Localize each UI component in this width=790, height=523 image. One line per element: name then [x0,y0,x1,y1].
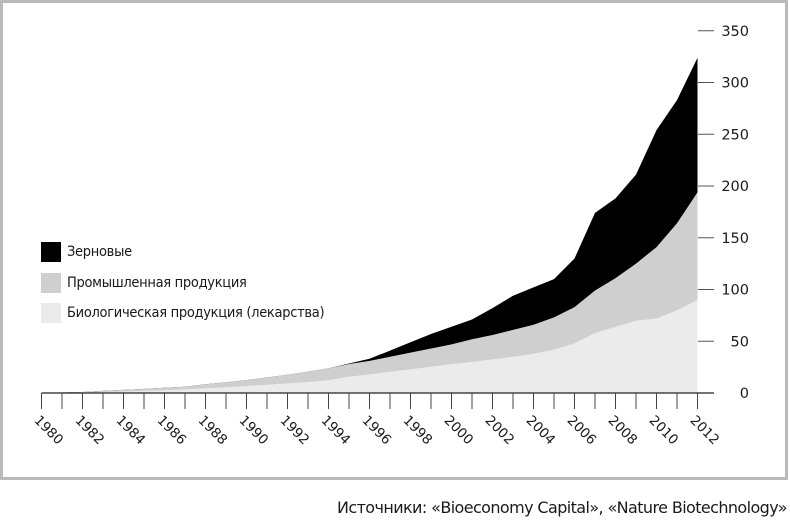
y-tick-label: 350 [721,24,749,40]
x-tick-label: 2004 [523,413,559,449]
x-tick-label: 2006 [564,413,600,449]
y-tick-label: 150 [721,231,749,247]
legend-label-biological: Биологическая продукция (лекарства) [67,305,325,321]
legend-swatch-biological [41,303,61,323]
legend-label-industrial: Промышленная продукция [67,275,247,291]
area-industrial [41,192,698,393]
x-tick-label: 1994 [318,413,354,449]
y-tick-label: 300 [721,76,749,92]
legend-swatch-grain [41,242,61,262]
area-series-group [41,57,698,393]
source-caption: Источники: «Bioeconomy Capital», «Nature… [337,498,788,517]
y-tick-label: 200 [721,179,749,195]
y-axis: 0 50 100 150 200 250 300 350 [698,24,749,402]
y-tick-label: 250 [721,127,749,143]
y-tick-label: 0 [740,386,749,402]
y-tick-label: 50 [731,334,749,350]
x-tick-label: 1996 [359,413,395,449]
x-tick-label: 2000 [441,413,477,449]
x-tick-label: 2012 [687,413,723,449]
x-tick-label: 1984 [113,413,149,449]
legend-label-grain: Зерновые [67,244,132,260]
x-tick-label: 1990 [236,413,272,449]
area-grain [41,57,698,393]
y-tick-label: 100 [721,283,749,299]
x-tick-label: 1980 [31,413,67,449]
x-tick-label: 1988 [195,413,231,449]
x-tick-label: 1992 [277,413,313,449]
x-tick-label: 2008 [605,413,641,449]
legend-swatch-industrial [41,273,61,293]
x-tick-label: 2010 [646,413,682,449]
x-tick-label: 2002 [482,413,518,449]
area-biological [41,299,698,393]
x-tick-label: 1986 [154,413,190,449]
x-axis: 1980 1982 1984 1986 1988 1990 1992 1994 1996 1998… [31,392,723,449]
x-tick-label: 1998 [400,413,436,449]
x-tick-label: 1982 [72,413,108,449]
